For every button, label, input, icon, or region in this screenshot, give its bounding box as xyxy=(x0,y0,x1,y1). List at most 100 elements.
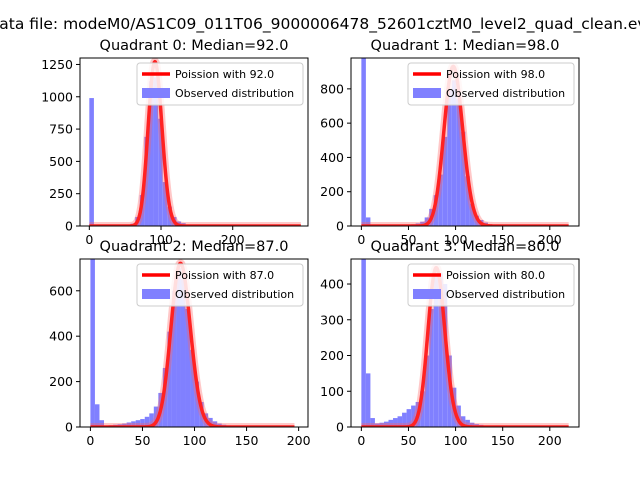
histogram-bar xyxy=(149,413,154,427)
legend: Poission with 87.0 Observed distribution xyxy=(136,263,304,307)
y-tick-label: 0 xyxy=(65,219,73,234)
legend-box xyxy=(407,62,575,106)
legend: Poission with 98.0 Observed distribution xyxy=(407,62,575,106)
histogram-bar xyxy=(402,412,407,427)
histogram-bar xyxy=(135,420,141,427)
x-tick-label: 0 xyxy=(85,232,93,247)
y-tick-label: 400 xyxy=(320,277,344,292)
y-tick-label: 0 xyxy=(336,420,344,435)
histogram-bar xyxy=(94,404,100,427)
poisson-curve-halo xyxy=(357,62,573,226)
legend: Poission with 92.0 Observed distribution xyxy=(136,62,304,106)
y-tick-label: 600 xyxy=(320,116,344,131)
x-tick-label: 200 xyxy=(221,232,245,247)
histogram-bar xyxy=(393,418,398,427)
panel-title: Quadrant 2: Median=87.0 xyxy=(100,239,289,255)
y-tick-label: 500 xyxy=(49,154,73,169)
x-tick-label: 200 xyxy=(538,433,562,448)
x-tick-label: 50 xyxy=(135,433,151,448)
histogram-bar xyxy=(89,98,94,226)
x-tick-label: 100 xyxy=(183,433,207,448)
histogram-bar xyxy=(208,417,213,427)
histogram-bar xyxy=(388,419,394,427)
histogram-bar xyxy=(397,416,403,427)
histogram-bar xyxy=(131,421,136,427)
histogram-bar xyxy=(153,406,159,427)
histogram-bar xyxy=(433,273,439,427)
histogram-bar xyxy=(361,259,366,427)
chart-panel-0: 0 100 200 0 250 500 750 1000 1250 Quadrant 0: Med… xyxy=(41,38,309,247)
legend-box xyxy=(136,62,304,106)
x-tick-label: 200 xyxy=(287,433,311,448)
histogram-bar xyxy=(456,405,461,427)
legend-label-observed: Observed distribution xyxy=(446,87,565,100)
histogram-bar xyxy=(361,58,366,226)
y-tick-label: 1250 xyxy=(41,57,73,72)
histogram-bar xyxy=(144,136,149,226)
histogram-bar xyxy=(379,422,384,427)
y-tick-label: 200 xyxy=(49,374,73,389)
histogram-bar xyxy=(465,176,470,226)
y-tick-label: 600 xyxy=(49,283,73,298)
y-tick-label: 1000 xyxy=(41,89,73,104)
y-tick-label: 800 xyxy=(320,81,344,96)
histogram-bar xyxy=(383,421,389,427)
y-tick-label: 0 xyxy=(336,219,344,234)
histogram-bar xyxy=(194,381,200,427)
panel-title: Quadrant 0: Median=92.0 xyxy=(100,38,289,54)
chart-panel-1: 0 50 100 150 200 0 200 400 600 800 Quadrant 1: Med… xyxy=(320,38,580,247)
histogram-bar xyxy=(99,420,104,427)
histogram-bar xyxy=(153,77,159,226)
histogram-bar xyxy=(90,259,95,427)
x-tick-label: 100 xyxy=(444,433,468,448)
plot-content xyxy=(357,259,573,427)
histogram-bar xyxy=(167,331,172,427)
histogram-bar xyxy=(465,419,470,427)
histogram-bar xyxy=(420,221,425,226)
histogram-bar xyxy=(456,99,461,226)
histogram-bar xyxy=(148,81,154,226)
histogram-bar xyxy=(167,206,172,226)
legend-label-poisson: Poission with 87.0 xyxy=(175,269,274,282)
x-tick-label: 0 xyxy=(357,232,365,247)
histogram-bar xyxy=(190,349,195,427)
x-tick-label: 150 xyxy=(491,232,515,247)
axes-frame xyxy=(79,57,309,227)
y-tick-label: 750 xyxy=(49,122,73,137)
histogram-bar xyxy=(370,418,375,427)
histogram-bar xyxy=(171,290,177,427)
chart-panel-2: 0 50 100 150 200 0 200 400 600 Quadrant 2: Median… xyxy=(49,239,310,448)
x-tick-label: 100 xyxy=(149,232,173,247)
x-tick-label: 0 xyxy=(357,433,365,448)
histogram-bar xyxy=(180,279,186,427)
legend-label-poisson: Poission with 98.0 xyxy=(446,68,545,81)
legend-box xyxy=(407,263,575,307)
histogram-bar xyxy=(411,405,416,427)
histogram-bar xyxy=(406,409,412,427)
y-tick-label: 400 xyxy=(49,329,73,344)
histogram-bar xyxy=(433,195,439,226)
panel-title: Quadrant 3: Median=80.0 xyxy=(371,239,560,255)
histogram-bar xyxy=(469,422,475,427)
legend-bar-swatch xyxy=(413,88,441,98)
legend-label-poisson: Poission with 92.0 xyxy=(175,68,274,81)
histogram-bar xyxy=(374,423,380,427)
figure-suptitle: Data file: modeM0/AS1C09_011T06_90000064… xyxy=(0,15,640,34)
legend: Poission with 80.0 Observed distribution xyxy=(407,263,575,307)
x-tick-label: 50 xyxy=(401,433,417,448)
histogram-bar xyxy=(424,355,430,427)
poisson-curve xyxy=(89,261,296,427)
histogram-bar xyxy=(140,419,145,427)
histogram-bar xyxy=(212,421,218,427)
axes-frame xyxy=(350,258,580,428)
histogram-bar xyxy=(442,136,448,226)
histogram-bar xyxy=(460,416,466,427)
histogram-bar xyxy=(365,373,371,427)
legend-label-observed: Observed distribution xyxy=(175,87,294,100)
histogram-bar xyxy=(438,273,443,427)
y-tick-label: 0 xyxy=(65,420,73,435)
plot-content xyxy=(85,58,305,226)
x-tick-label: 200 xyxy=(538,232,562,247)
x-tick-label: 0 xyxy=(86,433,94,448)
